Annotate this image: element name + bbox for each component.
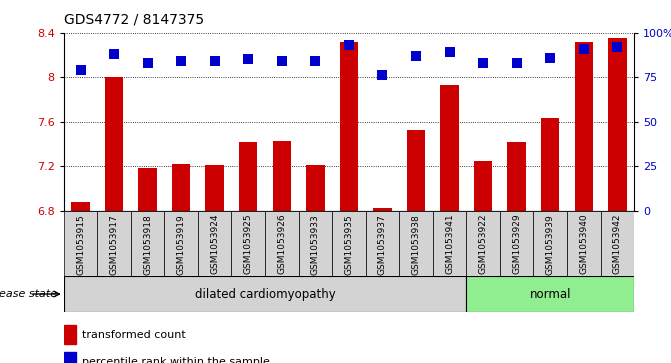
Bar [533,211,567,276]
Bar [541,118,560,211]
Bar [164,211,198,276]
Bar [366,211,399,276]
Point [511,60,522,66]
Bar [440,85,459,211]
Bar [64,276,466,312]
Text: GSM1053941: GSM1053941 [445,214,454,274]
Bar [601,211,634,276]
Text: GSM1053917: GSM1053917 [109,214,119,274]
Bar [299,211,332,276]
Text: GSM1053937: GSM1053937 [378,214,387,274]
Bar [64,325,76,344]
Point [612,44,623,50]
Point [444,49,455,55]
Point [243,56,254,62]
Point [142,60,153,66]
Point [276,58,287,64]
Text: GSM1053915: GSM1053915 [76,214,85,274]
Text: disease state: disease state [0,289,57,299]
Text: percentile rank within the sample: percentile rank within the sample [82,357,270,363]
Bar [373,208,392,211]
Bar [64,211,97,276]
Bar [466,211,500,276]
Bar [474,160,493,211]
Point [109,51,119,57]
Text: GSM1053940: GSM1053940 [579,214,588,274]
Bar [407,130,425,211]
Bar [574,41,593,211]
Text: GSM1053922: GSM1053922 [478,214,488,274]
Point [411,53,421,59]
Bar [306,165,325,211]
Text: GSM1053935: GSM1053935 [344,214,354,274]
Point [75,67,86,73]
Point [578,46,589,52]
Bar [131,211,164,276]
Text: GSM1053919: GSM1053919 [176,214,186,274]
Bar [97,211,131,276]
Bar [205,165,224,211]
Point [478,60,488,66]
Point [545,55,556,61]
Bar [239,142,258,211]
Bar [231,211,265,276]
Point [209,58,220,64]
Bar [399,211,433,276]
Point [310,58,321,64]
Bar [340,41,358,211]
Point [176,58,187,64]
Bar [105,77,123,211]
Text: GDS4772 / 8147375: GDS4772 / 8147375 [64,13,204,26]
Bar [608,38,627,211]
Bar [433,211,466,276]
Text: GSM1053929: GSM1053929 [512,214,521,274]
Text: GSM1053924: GSM1053924 [210,214,219,274]
Bar [466,276,634,312]
Text: GSM1053925: GSM1053925 [244,214,253,274]
Bar [567,211,601,276]
Text: dilated cardiomyopathy: dilated cardiomyopathy [195,287,336,301]
Bar [265,211,299,276]
Text: GSM1053918: GSM1053918 [143,214,152,274]
Bar [507,142,526,211]
Text: GSM1053938: GSM1053938 [411,214,421,274]
Text: GSM1053939: GSM1053939 [546,214,555,274]
Bar [138,168,157,211]
Text: GSM1053926: GSM1053926 [277,214,287,274]
Bar [500,211,533,276]
Bar [71,201,90,211]
Text: GSM1053942: GSM1053942 [613,214,622,274]
Bar [64,352,76,363]
Text: normal: normal [529,287,571,301]
Bar [198,211,231,276]
Bar [172,164,191,211]
Text: transformed count: transformed count [82,330,186,340]
Point [344,42,354,48]
Point [377,73,388,78]
Bar [272,140,291,211]
Text: GSM1053933: GSM1053933 [311,214,320,274]
Bar [332,211,366,276]
